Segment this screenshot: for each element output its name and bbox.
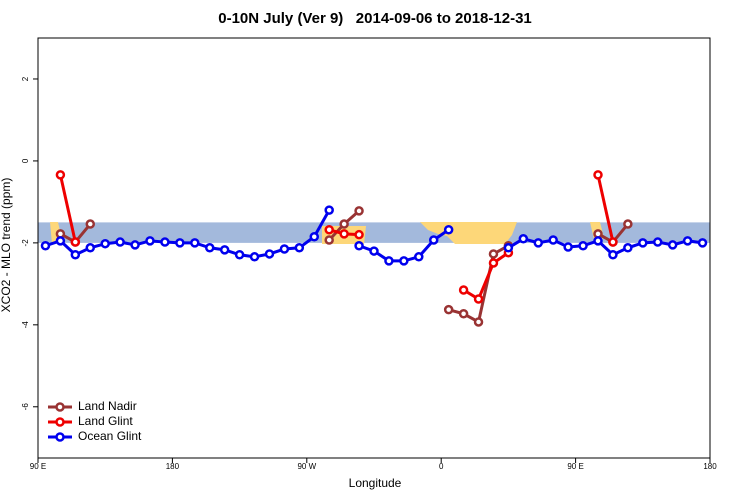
data-point	[354, 240, 364, 251]
legend-label: Ocean Glint	[78, 429, 142, 443]
y-tick-label: -4	[21, 321, 30, 329]
data-point	[160, 237, 170, 247]
data-point	[593, 170, 603, 180]
legend-label: Land Nadir	[78, 399, 137, 413]
data-point	[414, 252, 424, 262]
data-point	[458, 285, 469, 295]
data-point	[354, 229, 364, 240]
data-point	[488, 258, 499, 268]
data-point	[339, 219, 349, 229]
data-point	[309, 231, 320, 242]
y-tick-label: -2	[21, 239, 30, 247]
plot-frame	[37, 37, 711, 459]
data-point	[279, 244, 290, 254]
data-point	[234, 250, 245, 260]
data-point	[533, 238, 544, 248]
data-point	[85, 219, 96, 229]
data-point	[399, 256, 409, 266]
data-point	[204, 243, 215, 253]
legend-label: Land Glint	[78, 414, 133, 428]
data-point	[190, 238, 200, 248]
y-tick-label: 2	[21, 76, 30, 81]
data-point	[697, 238, 708, 248]
legend-marker	[55, 402, 65, 412]
y-tick-label: 0	[21, 158, 30, 163]
data-point	[682, 236, 693, 246]
data-point	[578, 240, 588, 251]
data-point	[115, 237, 125, 247]
data-point	[40, 240, 51, 251]
data-point	[70, 237, 81, 247]
data-point	[70, 250, 81, 260]
data-point	[219, 245, 230, 255]
data-point	[249, 252, 260, 262]
data-point	[518, 234, 529, 244]
data-point	[593, 236, 603, 246]
x-tick-label: 90 E	[567, 462, 583, 471]
reference-band	[38, 222, 710, 243]
chart-title: 0-10N July (Ver 9) 2014-09-06 to 2018-12…	[218, 10, 532, 27]
data-point	[638, 238, 648, 248]
data-point	[473, 294, 484, 304]
data-point	[264, 249, 275, 259]
data-point	[548, 235, 558, 245]
data-point	[458, 309, 469, 319]
x-tick-label: 180	[166, 462, 180, 471]
land-patch	[420, 222, 517, 244]
x-tick-label: 90 E	[30, 462, 46, 471]
data-point	[145, 236, 155, 246]
band-layer	[38, 222, 710, 243]
data-point	[563, 242, 573, 252]
x-tick-label: 90 W	[297, 462, 316, 471]
data-point	[667, 240, 678, 250]
data-point	[354, 206, 364, 216]
data-point	[130, 240, 140, 250]
data-point	[503, 243, 514, 253]
data-point	[100, 238, 110, 249]
legend-marker	[55, 417, 65, 427]
data-point	[488, 249, 499, 259]
data-point	[175, 238, 185, 248]
data-point	[608, 237, 618, 247]
data-point	[608, 250, 618, 260]
x-axis-label: Longitude	[349, 476, 402, 490]
data-point	[55, 170, 66, 180]
data-point	[339, 229, 349, 239]
data-point	[369, 246, 379, 256]
x-tick-label: 180	[703, 462, 717, 471]
y-axis-label: XCO2 - MLO trend (ppm)	[0, 178, 13, 313]
data-point	[294, 243, 305, 253]
data-point	[324, 205, 334, 215]
data-point	[473, 317, 484, 327]
data-point	[428, 235, 439, 245]
data-point	[384, 256, 394, 266]
data-point	[324, 225, 334, 235]
y-tick-label: -6	[21, 403, 30, 411]
data-point	[85, 243, 96, 253]
data-point	[443, 304, 454, 315]
data-point	[623, 219, 633, 229]
data-point	[55, 236, 66, 246]
legend-marker	[55, 432, 65, 442]
data-point	[623, 243, 633, 253]
x-tick-label: 0	[439, 462, 444, 471]
data-point	[443, 225, 454, 235]
data-point	[324, 235, 334, 245]
data-point	[652, 237, 663, 247]
